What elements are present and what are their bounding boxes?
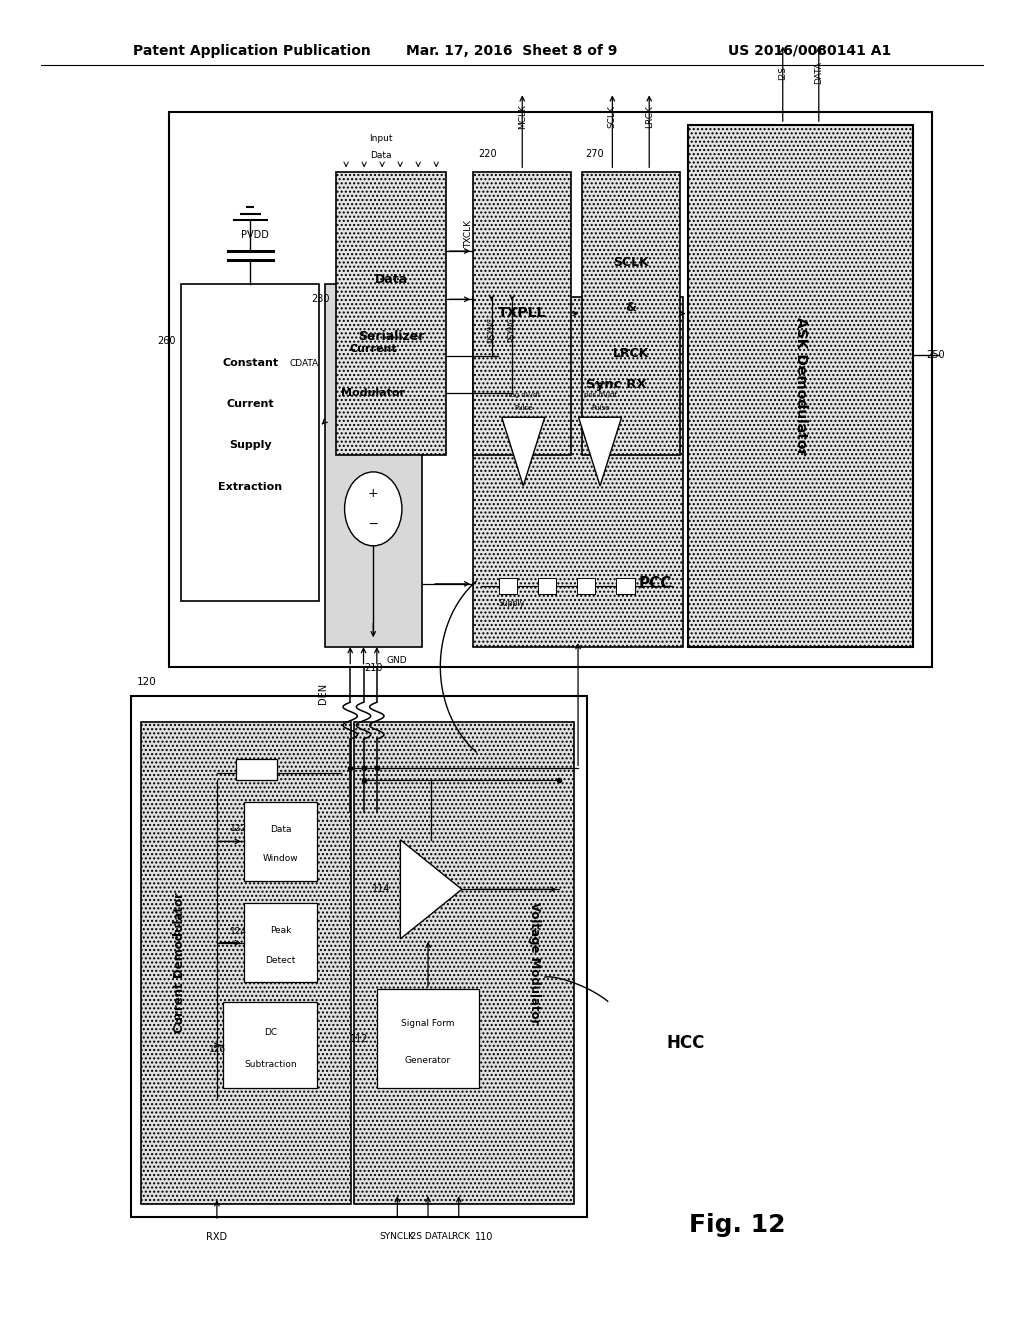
Text: Sync RX: Sync RX <box>586 378 646 391</box>
Text: TXCLK: TXCLK <box>465 220 473 248</box>
Text: Modulator: Modulator <box>341 388 406 397</box>
Text: Current Demodulator: Current Demodulator <box>173 892 185 1034</box>
Text: 126: 126 <box>209 1045 225 1055</box>
Text: DC: DC <box>264 1028 276 1038</box>
Text: I2S: I2S <box>778 66 787 79</box>
Text: SCLK: SCLK <box>608 104 616 128</box>
Polygon shape <box>502 417 545 486</box>
Text: Supply: Supply <box>229 441 271 450</box>
Text: Constant: Constant <box>222 358 279 368</box>
Text: 210: 210 <box>364 663 383 673</box>
Bar <box>244 903 317 982</box>
Text: 250: 250 <box>927 350 945 360</box>
Bar <box>244 801 317 880</box>
Text: NSYNC: NSYNC <box>487 317 496 343</box>
Bar <box>538 578 556 594</box>
Text: Subtraction: Subtraction <box>244 1060 297 1069</box>
Text: LRCK: LRCK <box>645 104 653 128</box>
Text: 270: 270 <box>586 149 604 160</box>
Bar <box>354 722 574 1204</box>
Text: Signal Form: Signal Form <box>401 1019 455 1028</box>
Text: Peak: Peak <box>270 927 291 936</box>
Text: pos dV/dt: pos dV/dt <box>584 392 616 397</box>
Text: TXPLL: TXPLL <box>498 306 547 321</box>
Bar <box>325 284 422 647</box>
Bar <box>577 578 595 594</box>
Text: Data: Data <box>371 152 391 160</box>
Text: PCC: PCC <box>639 576 672 591</box>
Text: Input: Input <box>370 135 392 143</box>
Text: ─: ─ <box>370 519 377 531</box>
Text: PVDD: PVDD <box>241 230 268 240</box>
Bar <box>223 1002 317 1088</box>
Text: Detect: Detect <box>265 956 296 965</box>
Bar <box>473 297 683 647</box>
Text: 110: 110 <box>475 1232 494 1242</box>
Text: 220: 220 <box>478 149 497 160</box>
Bar <box>688 125 913 647</box>
Text: Extraction: Extraction <box>218 482 283 491</box>
Bar <box>141 722 351 1204</box>
Text: +: + <box>368 487 379 499</box>
Circle shape <box>344 471 402 546</box>
Text: 122: 122 <box>229 824 247 833</box>
Text: 260: 260 <box>158 335 176 346</box>
Bar <box>616 578 635 594</box>
Text: Supply: Supply <box>499 599 525 607</box>
Text: LRCK: LRCK <box>612 347 649 360</box>
Text: Fig. 12: Fig. 12 <box>689 1213 785 1237</box>
Text: 120: 120 <box>137 677 157 688</box>
Text: Window: Window <box>263 854 298 863</box>
Text: Patent Application Publication: Patent Application Publication <box>133 44 371 58</box>
Text: &: & <box>626 301 636 314</box>
Text: Data: Data <box>375 273 408 286</box>
Text: 230: 230 <box>311 294 330 305</box>
Text: MCLK: MCLK <box>518 104 526 128</box>
Bar <box>473 172 571 455</box>
Bar <box>377 989 479 1088</box>
Text: Generator: Generator <box>404 1056 452 1065</box>
Text: neg dV/dt: neg dV/dt <box>506 392 541 397</box>
Polygon shape <box>579 417 622 486</box>
Text: Mar. 17, 2016  Sheet 8 of 9: Mar. 17, 2016 Sheet 8 of 9 <box>407 44 617 58</box>
Bar <box>582 172 680 455</box>
Text: CDATA: CDATA <box>290 359 318 368</box>
Bar <box>131 696 587 1217</box>
Text: DEN: DEN <box>317 682 328 704</box>
Text: Current: Current <box>226 399 274 409</box>
Text: SYNCLK: SYNCLK <box>380 1233 415 1241</box>
Text: Pulse: Pulse <box>514 405 532 411</box>
Text: 112: 112 <box>350 1034 369 1044</box>
Text: I2S DATA: I2S DATA <box>409 1233 447 1241</box>
Text: Pulse: Pulse <box>591 405 609 411</box>
Text: US 2016/0080141 A1: US 2016/0080141 A1 <box>728 44 891 58</box>
Text: LRCK: LRCK <box>447 1233 470 1241</box>
Text: 114: 114 <box>372 884 390 895</box>
Polygon shape <box>400 840 462 939</box>
Text: Serializer: Serializer <box>358 330 424 343</box>
Text: Voltage Modulator: Voltage Modulator <box>528 902 542 1024</box>
Bar <box>236 759 276 780</box>
Bar <box>181 284 319 601</box>
Text: Current: Current <box>349 345 397 354</box>
Text: ASK Demodulator: ASK Demodulator <box>794 317 808 455</box>
Bar <box>336 172 446 455</box>
Text: 124: 124 <box>229 927 247 936</box>
Text: PSYNC: PSYNC <box>508 318 516 342</box>
Bar <box>499 578 517 594</box>
Text: SCLK: SCLK <box>613 256 648 269</box>
Text: DATA: DATA <box>814 61 823 84</box>
Bar <box>169 112 932 667</box>
Text: Data: Data <box>270 825 291 834</box>
Text: RXD: RXD <box>206 1232 227 1242</box>
Text: HCC: HCC <box>667 1034 706 1052</box>
Text: GND: GND <box>386 656 407 665</box>
